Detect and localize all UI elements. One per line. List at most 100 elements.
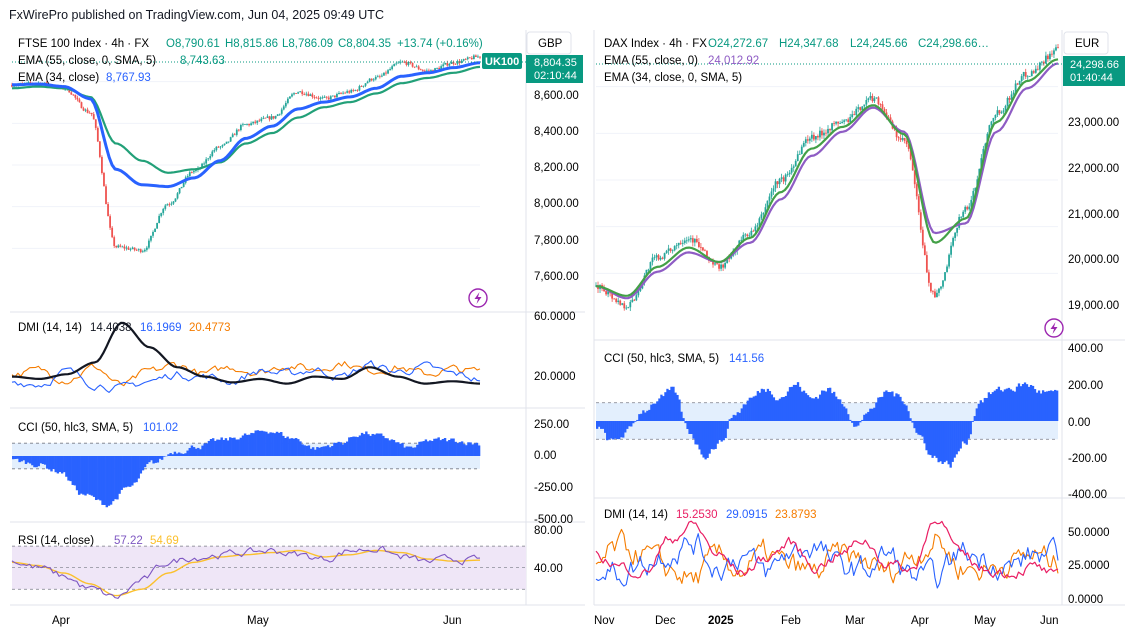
candle-body xyxy=(942,280,944,287)
dax-cci-value: 141.56 xyxy=(729,353,764,365)
dax-dmi-pane[interactable] xyxy=(595,520,1059,589)
candle-body xyxy=(407,61,410,65)
cci-bar xyxy=(1007,387,1011,421)
ftse-price-axis[interactable]: 8,600.00 8,400.00 8,200.00 8,000.00 7,80… xyxy=(534,90,579,283)
candle-body xyxy=(1004,105,1007,111)
ftse-rsi-axis-label: 40.00 xyxy=(534,563,563,575)
candle-body xyxy=(133,247,136,250)
candle-body xyxy=(96,127,99,142)
candle-body xyxy=(857,107,860,109)
cci-bar xyxy=(1053,389,1057,421)
cci-bar xyxy=(628,421,631,427)
candle-body xyxy=(1053,50,1055,55)
ftse-chart[interactable]: FTSE 100 Index · 4h · FX O8,790.61 H8,81… xyxy=(10,30,585,627)
candle-body xyxy=(875,97,878,99)
ftse-price-pane[interactable] xyxy=(11,54,526,254)
cci-bar xyxy=(286,436,289,456)
ftse-dmi-pane[interactable] xyxy=(11,321,481,393)
dax-price-pane[interactable] xyxy=(595,43,1062,312)
candle-body xyxy=(611,293,614,299)
dax-axis-label: 21,000.00 xyxy=(1068,209,1119,221)
cci-bar xyxy=(369,435,372,456)
cci-bar xyxy=(606,421,609,441)
candle-body xyxy=(881,104,884,109)
dax-currency-button[interactable] xyxy=(1063,31,1109,55)
thunder-icon[interactable] xyxy=(468,288,488,308)
cci-bar xyxy=(680,411,683,421)
candle-body xyxy=(784,174,787,182)
candle-body xyxy=(129,248,132,250)
cci-bar xyxy=(465,445,468,456)
ema-line xyxy=(11,65,481,174)
dax-legend-close: C24,298.66… xyxy=(918,38,989,50)
candle-body xyxy=(1018,80,1021,85)
ftse-ema55-value: 8,743.63 xyxy=(180,55,225,67)
cci-bar xyxy=(818,394,822,421)
candle-body xyxy=(695,238,698,242)
candle-body xyxy=(242,124,244,126)
candle-body xyxy=(960,216,963,218)
candle-body xyxy=(115,245,118,248)
ftse-currency-label[interactable]: GBP xyxy=(538,38,563,50)
ftse-dmi-label: DMI (14, 14) xyxy=(18,322,82,334)
candle-body xyxy=(938,288,940,293)
cci-bar xyxy=(762,389,766,421)
candle-body xyxy=(940,286,942,289)
candle-body xyxy=(336,94,338,98)
dax-chart[interactable]: DAX Index · 4h · FX O24,272.67 H24,347.6… xyxy=(593,30,1125,627)
candle-body xyxy=(462,59,465,61)
cci-bar xyxy=(97,456,100,500)
dax-axis-label: 19,000.00 xyxy=(1068,300,1119,312)
candle-body xyxy=(246,124,248,125)
cci-bar xyxy=(883,391,886,421)
cci-bar xyxy=(955,421,958,455)
cci-bar xyxy=(233,437,236,456)
cci-bar xyxy=(307,445,311,456)
candle-body xyxy=(671,250,674,252)
candle-body xyxy=(970,199,973,207)
dax-currency-label[interactable]: EUR xyxy=(1075,38,1099,50)
cci-bar xyxy=(107,456,111,506)
cci-bar xyxy=(957,421,960,452)
candle-body xyxy=(350,89,353,93)
cci-bar xyxy=(373,434,377,456)
cci-bar xyxy=(837,399,840,421)
candle-body xyxy=(669,248,672,251)
candle-body xyxy=(782,177,785,182)
cci-bar xyxy=(987,392,991,421)
cci-bar xyxy=(1041,390,1045,421)
ftse-cci-pane[interactable] xyxy=(12,430,481,508)
candle-body xyxy=(64,89,67,90)
cci-bar xyxy=(418,441,421,456)
candle-body xyxy=(954,232,957,238)
candle-body xyxy=(720,264,722,269)
thunder-icon[interactable] xyxy=(1044,318,1064,338)
cci-bar xyxy=(50,456,53,472)
cci-bar xyxy=(469,442,472,456)
candle-body xyxy=(724,263,727,268)
candle-body xyxy=(143,249,146,252)
candle-body xyxy=(172,201,175,204)
cci-bar xyxy=(345,441,349,456)
cci-bar xyxy=(937,421,940,463)
ftse-legend-change: +13.74 (+0.16%) xyxy=(397,38,483,50)
cci-bar xyxy=(612,421,615,440)
candle-body xyxy=(381,75,383,77)
cci-bar xyxy=(845,408,848,421)
cci-bar xyxy=(692,421,695,439)
dax-cci-pane[interactable] xyxy=(596,382,1059,468)
candle-body xyxy=(921,229,924,246)
cci-bar xyxy=(154,456,157,463)
dax-price-axis[interactable]: 23,000.00 22,000.00 21,000.00 20,000.00 … xyxy=(1068,117,1119,312)
ftse-currency-button[interactable] xyxy=(526,31,572,55)
cci-bar xyxy=(742,404,745,421)
dax-cci-axis-label: -400.00 xyxy=(1068,489,1107,501)
dax-legend-open: O24,272.67 xyxy=(708,38,768,50)
cci-bar xyxy=(328,447,332,456)
rsi-ma-line xyxy=(11,549,480,597)
candle-body xyxy=(74,94,77,98)
ftse-rsi-pane[interactable] xyxy=(11,545,526,599)
ftse-axis-label: 7,800.00 xyxy=(534,235,579,247)
cci-bar xyxy=(827,388,830,421)
